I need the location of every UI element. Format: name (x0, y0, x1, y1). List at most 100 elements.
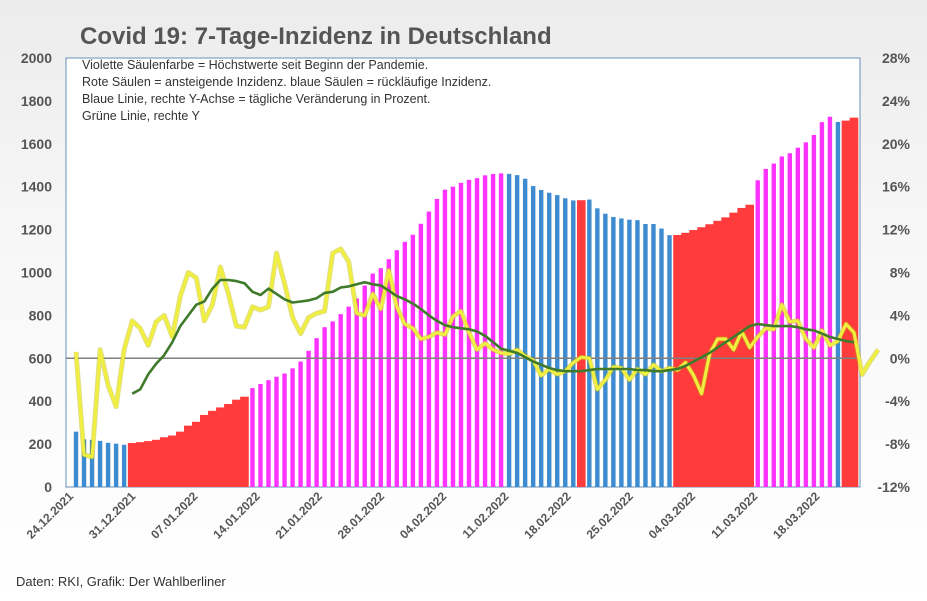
x-tick-label: 11.03.2022 (708, 489, 760, 541)
x-tick-label: 21.01.2022 (273, 489, 326, 542)
bar-55 (514, 175, 520, 487)
bar-70 (635, 220, 640, 487)
y-tick-label: 1600 (21, 136, 52, 152)
bar-12 (167, 435, 177, 487)
bar-10 (151, 439, 161, 487)
bar-27 (290, 368, 295, 487)
bar-96 (841, 120, 851, 487)
bar-25 (274, 376, 279, 487)
left-axis: 0 200 400 600 800 1000 1200 1400 1600 1800 2000 (21, 50, 52, 495)
bar-44 (426, 211, 432, 487)
y2-tick-label: 8% (890, 265, 911, 281)
bar-26 (282, 373, 287, 487)
bar-7 (127, 443, 137, 487)
bar-51 (482, 175, 488, 487)
y2-tick-label: 0% (890, 350, 911, 366)
bar-43 (418, 223, 424, 487)
x-tick-label: 04.03.2022 (646, 489, 699, 542)
x-axis: 24.12.2021 31.12.2021 07.01.2022 14.01.2022… (24, 489, 823, 542)
bar-8 (135, 442, 145, 487)
bar-9 (143, 441, 153, 487)
bar-52 (490, 174, 496, 488)
y2-tick-label: 28% (882, 50, 911, 66)
bar-76 (681, 232, 690, 487)
bar-1 (81, 439, 87, 487)
bar-37 (370, 273, 375, 487)
bar-group (73, 116, 859, 488)
bar-71 (643, 224, 648, 487)
bar-32 (330, 321, 335, 487)
y-tick-label: 0 (44, 479, 52, 495)
right-axis: -12% -8% -4% 0% 4% 8% 12% 16% 20% 24% 28% (877, 50, 910, 495)
y2-tick-label: -4% (885, 393, 910, 409)
y-tick-label: 200 (29, 436, 53, 452)
bar-23 (258, 384, 263, 487)
x-tick-label: 18.03.2022 (770, 489, 823, 542)
bar-65 (595, 208, 600, 488)
bar-39 (386, 259, 392, 487)
bar-35 (354, 298, 359, 487)
bar-42 (410, 234, 416, 487)
y2-tick-label: 20% (882, 136, 911, 152)
y2-tick-label: 16% (882, 179, 911, 195)
y2-tick-label: -8% (885, 436, 910, 452)
bar-38 (378, 268, 383, 487)
line-group (73, 246, 881, 460)
bar-69 (627, 219, 632, 488)
daily-change-line (74, 247, 880, 459)
bar-18 (216, 407, 225, 487)
chart-title: Covid 19: 7-Tage-Inzidenz in Deutschland (80, 23, 552, 50)
bar-80 (713, 220, 722, 487)
bar-0 (73, 431, 79, 487)
bar-63 (576, 200, 586, 487)
y-tick-label: 2000 (21, 50, 52, 66)
x-tick-label: 07.01.2022 (148, 489, 201, 542)
bar-19 (224, 403, 233, 487)
y-tick-label: 1000 (21, 265, 52, 281)
y2-tick-label: 24% (882, 93, 911, 109)
bar-91 (803, 142, 809, 488)
y2-tick-label: 4% (890, 307, 911, 323)
y-tick-label: 1200 (21, 222, 52, 238)
bar-6 (121, 444, 127, 487)
bar-56 (522, 178, 528, 487)
x-tick-label: 11.02.2022 (460, 489, 512, 541)
bar-97 (849, 117, 859, 487)
bar-53 (498, 173, 504, 487)
bar-47 (450, 186, 456, 487)
x-tick-label: 25.02.2022 (584, 489, 637, 542)
bar-64 (587, 199, 592, 487)
bar-17 (208, 410, 217, 487)
bar-21 (240, 396, 249, 487)
x-tick-label: 28.01.2022 (335, 489, 388, 542)
bar-85 (755, 180, 760, 487)
bar-92 (811, 135, 817, 487)
y-tick-label: 1800 (21, 93, 52, 109)
bar-34 (346, 306, 351, 487)
x-tick-label: 18.02.2022 (521, 489, 574, 542)
bar-67 (611, 216, 616, 487)
bar-16 (200, 414, 209, 487)
bar-45 (434, 198, 440, 487)
bar-29 (306, 350, 311, 487)
bar-22 (250, 388, 255, 487)
bar-74 (667, 235, 672, 487)
x-tick-label: 24.12.2021 (24, 489, 77, 542)
bar-11 (159, 437, 169, 487)
bar-4 (105, 442, 111, 487)
bar-54 (506, 173, 512, 487)
bar-58 (538, 189, 544, 488)
bar-15 (192, 421, 201, 487)
bar-62 (571, 200, 576, 487)
legend-note-4: Grüne Linie, rechte Y (82, 109, 201, 123)
bar-28 (298, 361, 303, 487)
bar-59 (547, 192, 552, 487)
x-tick-label: 04.02.2022 (397, 489, 450, 542)
bar-46 (442, 189, 448, 487)
bar-20 (232, 399, 241, 487)
bar-40 (394, 250, 400, 487)
trend-line (131, 278, 855, 395)
bar-13 (175, 431, 185, 487)
bar-14 (183, 425, 193, 487)
